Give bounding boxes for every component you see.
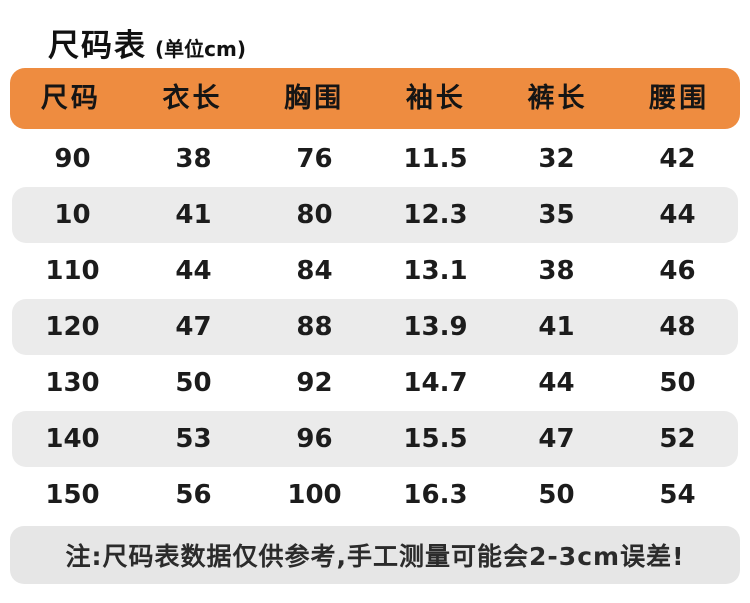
table-cell: 96 xyxy=(296,424,333,454)
column-header: 尺码 xyxy=(40,83,101,114)
table-cell: 11.5 xyxy=(403,144,468,174)
table-cell: 53 xyxy=(175,424,212,454)
table-cell: 140 xyxy=(45,424,100,454)
table-cell: 100 xyxy=(287,480,342,510)
table-row: 130 50 92 14.7 44 50 xyxy=(12,355,738,411)
column-header: 腰围 xyxy=(649,83,710,114)
page-title-text: 尺码表 xyxy=(48,28,147,64)
table-cell: 41 xyxy=(175,200,212,230)
table-cell: 48 xyxy=(659,312,696,342)
table-cell: 76 xyxy=(296,144,333,174)
table-header-row: 尺码 衣长 胸围 袖长 裤长 腰围 xyxy=(10,68,740,129)
table-cell: 47 xyxy=(175,312,212,342)
column-header: 袖长 xyxy=(405,83,466,114)
table-cell: 52 xyxy=(659,424,696,454)
table-cell: 10 xyxy=(54,200,91,230)
table-row: 150 56 100 16.3 50 54 xyxy=(12,467,738,523)
table-cell: 35 xyxy=(538,200,575,230)
table-cell: 84 xyxy=(296,256,333,286)
table-cell: 13.9 xyxy=(403,312,468,342)
page-title: 尺码表 (单位cm) xyxy=(0,0,750,64)
table-cell: 50 xyxy=(538,480,575,510)
table-cell: 44 xyxy=(538,368,575,398)
column-header: 胸围 xyxy=(284,83,345,114)
table-cell: 38 xyxy=(538,256,575,286)
table-cell: 54 xyxy=(659,480,696,510)
table-cell: 44 xyxy=(175,256,212,286)
table-cell: 110 xyxy=(45,256,100,286)
table-cell: 90 xyxy=(54,144,91,174)
table-cell: 14.7 xyxy=(403,368,468,398)
table-cell: 120 xyxy=(45,312,100,342)
column-header: 裤长 xyxy=(527,83,588,114)
table-cell: 47 xyxy=(538,424,575,454)
footer-note-text: 注:尺码表数据仅供参考,手工测量可能会2-3cm误差! xyxy=(65,542,685,571)
table-cell: 32 xyxy=(538,144,575,174)
table-cell: 42 xyxy=(659,144,696,174)
table-cell: 12.3 xyxy=(403,200,468,230)
table-row: 10 41 80 12.3 35 44 xyxy=(12,187,738,243)
table-body: 90 38 76 11.5 32 42 10 41 80 12.3 35 44 110 44 84 13.1 3… xyxy=(12,131,738,523)
table-cell: 46 xyxy=(659,256,696,286)
table-cell: 13.1 xyxy=(403,256,468,286)
table-row: 140 53 96 15.5 47 52 xyxy=(12,411,738,467)
table-cell: 80 xyxy=(296,200,333,230)
table-cell: 92 xyxy=(296,368,333,398)
table-cell: 56 xyxy=(175,480,212,510)
table-cell: 41 xyxy=(538,312,575,342)
table-row: 110 44 84 13.1 38 46 xyxy=(12,243,738,299)
table-cell: 16.3 xyxy=(403,480,468,510)
table-row: 90 38 76 11.5 32 42 xyxy=(12,131,738,187)
column-header: 衣长 xyxy=(162,83,223,114)
table-cell: 50 xyxy=(175,368,212,398)
table-cell: 88 xyxy=(296,312,333,342)
page-title-unit: (单位cm) xyxy=(155,37,246,61)
table-cell: 15.5 xyxy=(403,424,468,454)
footer-note: 注:尺码表数据仅供参考,手工测量可能会2-3cm误差! xyxy=(10,526,740,584)
table-cell: 50 xyxy=(659,368,696,398)
table-row: 120 47 88 13.9 41 48 xyxy=(12,299,738,355)
table-cell: 38 xyxy=(175,144,212,174)
table-cell: 150 xyxy=(45,480,100,510)
table-cell: 130 xyxy=(45,368,100,398)
table-cell: 44 xyxy=(659,200,696,230)
